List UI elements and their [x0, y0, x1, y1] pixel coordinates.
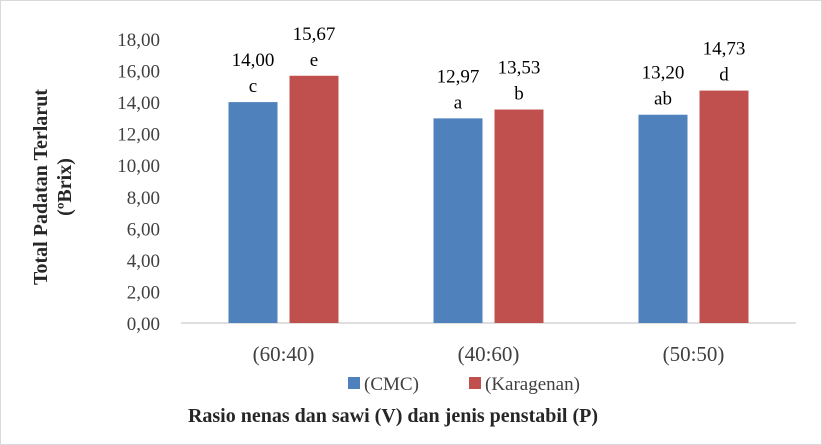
legend: (CMC) (Karagenan)	[348, 374, 580, 395]
y-tick-label: 0,00	[127, 314, 160, 335]
y-axis-title-line1: Total Padatan Terlarut	[30, 89, 52, 285]
y-axis-title: Total Padatan Terlarut (ºBrix)	[30, 89, 76, 285]
x-axis-title: Rasio nenas dan sawi (V) dan jenis penst…	[188, 405, 598, 427]
y-tick-label: 12,00	[117, 125, 160, 146]
significance-letter: c	[249, 76, 257, 97]
x-tick-label: (40:60)	[458, 342, 520, 366]
bar-cmc	[433, 118, 483, 324]
y-tick-label: 2,00	[127, 282, 160, 303]
y-tick-label: 6,00	[127, 219, 160, 240]
x-tick-label: (50:50)	[663, 342, 725, 366]
bar-karagenan	[494, 109, 544, 323]
data-value-label: 14,00	[232, 50, 275, 71]
data-value-label: 12,97	[437, 66, 480, 87]
y-tick-label: 16,00	[117, 62, 160, 83]
significance-letter: d	[719, 65, 729, 86]
bar-cmc	[638, 114, 688, 323]
legend-swatch-cmc	[348, 377, 360, 389]
significance-letter: e	[310, 50, 318, 71]
data-labels: 14,00 c 15,67 e 12,97 a 13,53 b 13,20 ab 14,73 d	[232, 24, 746, 114]
legend-label-cmc: (CMC)	[364, 374, 419, 395]
significance-letter: a	[454, 92, 463, 113]
y-tick-label: 4,00	[127, 251, 160, 272]
legend-swatch-karagenan	[469, 377, 481, 389]
bar-karagenan	[289, 75, 339, 323]
significance-letter: ab	[654, 89, 672, 110]
y-tick-label: 14,00	[117, 93, 160, 114]
bars	[228, 75, 749, 324]
y-axis-title-line2: (ºBrix)	[54, 158, 76, 216]
data-value-label: 14,73	[703, 39, 746, 60]
data-value-label: 15,67	[293, 24, 336, 45]
x-tick-label: (60:40)	[253, 342, 315, 366]
y-tick-label: 18,00	[117, 30, 160, 51]
significance-letter: b	[514, 84, 524, 105]
y-tick-label: 8,00	[127, 188, 160, 209]
data-value-label: 13,20	[642, 63, 685, 84]
legend-label-karagenan: (Karagenan)	[485, 374, 580, 395]
y-axis-ticks: 0,00 2,00 4,00 6,00 8,00 10,00 12,00 14,00 16,00…	[117, 30, 160, 335]
bar-karagenan	[699, 90, 749, 324]
data-value-label: 13,53	[498, 58, 541, 79]
bar-cmc	[228, 102, 278, 323]
y-tick-label: 10,00	[117, 156, 160, 177]
category-labels: (60:40) (40:60) (50:50)	[253, 342, 725, 366]
